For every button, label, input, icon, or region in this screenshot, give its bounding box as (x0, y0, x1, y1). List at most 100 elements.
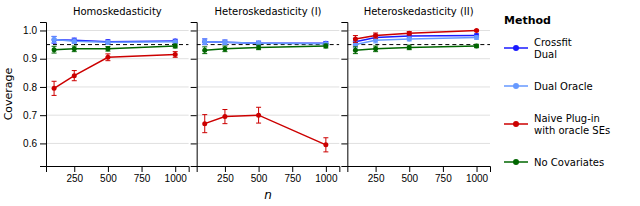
axis-line (40, 23, 47, 167)
axis-line (197, 167, 340, 173)
point (105, 40, 110, 45)
tick: 500 (251, 166, 268, 184)
panel: 25050075010000.60.70.80.91.0Homoskedasti… (2, 6, 189, 184)
tick (341, 87, 347, 88)
tick-mark (326, 166, 327, 172)
tick-label: 1000 (466, 173, 489, 184)
panel-title: Homoskedasticity (73, 6, 162, 17)
error-bar (52, 81, 57, 95)
tick-label: 0.6 (23, 138, 37, 149)
tick-label: 750 (284, 173, 301, 184)
tick: 750 (435, 166, 452, 184)
point (52, 37, 57, 42)
legend-item: Dual Oracle (504, 81, 593, 92)
error-bar (323, 138, 328, 152)
point (72, 39, 77, 44)
point (256, 45, 261, 50)
tick (191, 30, 197, 31)
point (353, 48, 358, 53)
tick-mark (259, 166, 260, 172)
tick (341, 115, 347, 116)
error-bar (72, 39, 77, 44)
point (353, 42, 358, 47)
error-bar (105, 41, 110, 44)
x-axis: 250 500 750 1000 (197, 166, 340, 184)
grid-line (197, 143, 340, 144)
tick-mark (108, 166, 109, 172)
error-bar (474, 36, 479, 39)
plot-area (46, 36, 189, 95)
tick (341, 30, 347, 31)
point (323, 142, 328, 147)
tick-label: 0.7 (23, 110, 37, 121)
tick-mark (191, 143, 197, 144)
grid-line (197, 115, 340, 116)
tick-label: 1000 (315, 173, 338, 184)
tick (191, 59, 197, 60)
axis-line (348, 167, 491, 173)
y-axis-title: Coverage (2, 67, 15, 120)
tick-label: 750 (435, 173, 452, 184)
tick-mark (142, 166, 143, 172)
tick-label: 250 (66, 173, 83, 184)
legend-marker (513, 83, 519, 89)
tick (191, 143, 197, 144)
tick-label: 250 (217, 173, 234, 184)
tick-mark (40, 87, 46, 88)
point (173, 44, 178, 49)
y-axis (341, 23, 348, 167)
series (202, 44, 328, 54)
error-bar (52, 36, 57, 43)
point (407, 45, 412, 50)
tick-mark (376, 166, 377, 172)
error-bar (52, 37, 57, 43)
point (173, 38, 178, 43)
error-bar (256, 45, 261, 50)
tick-label: 1.0 (23, 25, 37, 36)
point (202, 39, 207, 44)
error-bar (256, 41, 261, 45)
point (474, 44, 479, 49)
tick (191, 87, 197, 88)
tick-mark (40, 115, 46, 116)
grid-line (347, 143, 490, 144)
grid (197, 30, 340, 143)
point (373, 33, 378, 38)
error-bar (353, 47, 358, 54)
legend-label: Dual Oracle (534, 81, 593, 92)
error-bar (407, 45, 412, 50)
tick-label: 500 (251, 173, 268, 184)
tick-mark (409, 166, 410, 172)
grid-line (347, 58, 490, 59)
tick-mark (40, 59, 46, 60)
series (353, 28, 479, 42)
tick: 750 (284, 166, 301, 184)
error-bar (105, 54, 110, 61)
error-bar (72, 46, 77, 52)
legend-marker (513, 159, 519, 165)
point (72, 73, 77, 78)
error-bar (222, 40, 227, 45)
point (105, 39, 110, 44)
error-bar (256, 41, 261, 45)
legend: MethodCrossfitDualDual OracleNaive Plug-… (504, 14, 610, 168)
point (373, 46, 378, 51)
tick: 250 (368, 166, 385, 184)
point (256, 113, 261, 118)
legend-item: CrossfitDual (504, 37, 572, 60)
grid-line (197, 30, 340, 31)
x-axis: 2505007501000 (348, 166, 491, 184)
grid-line (46, 58, 189, 59)
grid-line (347, 115, 490, 116)
point (222, 40, 227, 45)
error-bar (173, 44, 178, 48)
tick-label: 0.9 (23, 53, 37, 64)
point (202, 48, 207, 53)
tick-mark (341, 59, 347, 60)
line (54, 54, 175, 88)
grid-line (197, 58, 340, 59)
series (202, 107, 328, 152)
legend-marker (513, 45, 519, 51)
point (407, 31, 412, 36)
point (222, 40, 227, 45)
